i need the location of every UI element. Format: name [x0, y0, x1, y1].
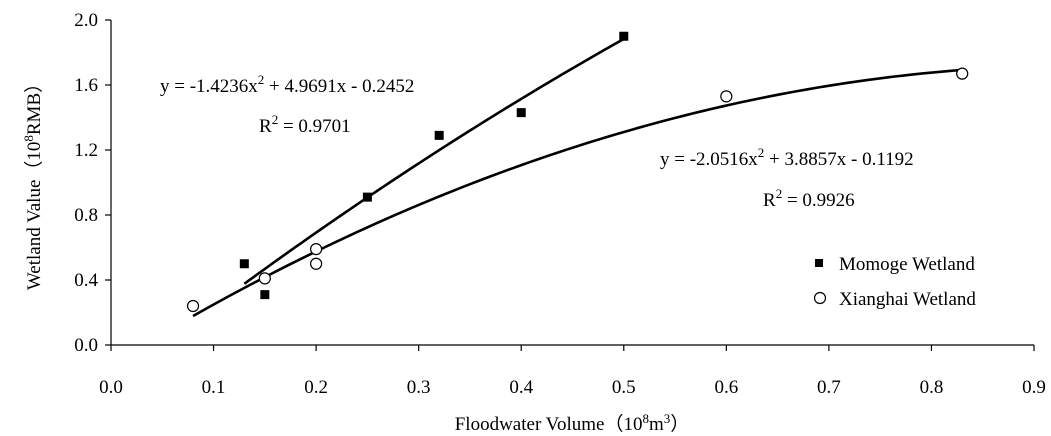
- legend-marker-xianghai: [813, 291, 827, 305]
- x-tick-label: 0.2: [304, 377, 328, 398]
- xianghai-point: [258, 272, 271, 285]
- momoge-trendline: [243, 37, 625, 285]
- y-tick-label: 0.4: [74, 270, 98, 291]
- data-points: [186, 31, 969, 313]
- x-tick-label: 0.4: [509, 377, 533, 398]
- x-tick-label: 0.0: [99, 377, 123, 398]
- y-tick-label: 0.8: [74, 205, 98, 226]
- momoge-point: [362, 192, 372, 202]
- x-tick-label: 0.7: [817, 377, 841, 398]
- xianghai-r2: R2 = 0.9926: [763, 186, 855, 211]
- legend: Momoge Wetland Xianghai Wetland: [813, 254, 976, 310]
- xianghai-point: [310, 257, 323, 270]
- y-ticks: 0.0 0.4 0.8 1.2 1.6 2.0: [74, 10, 111, 356]
- legend-marker-momoge: [815, 259, 823, 267]
- xianghai-point: [310, 243, 323, 256]
- momoge-point: [516, 108, 526, 118]
- y-tick-label: 0.0: [74, 335, 98, 356]
- legend-label-xianghai: Xianghai Wetland: [839, 289, 976, 310]
- momoge-point: [260, 290, 270, 300]
- momoge-r2: R2 = 0.9701: [259, 112, 351, 137]
- x-tick-label: 0.3: [407, 377, 431, 398]
- xianghai-point: [186, 299, 200, 313]
- x-axis-title: Floodwater Volume（108m3）: [455, 411, 690, 435]
- momoge-point: [434, 130, 444, 140]
- xianghai-trend-equation: y = -2.0516x2 + 3.8857x - 0.1192: [660, 145, 914, 170]
- xianghai-point: [720, 90, 733, 103]
- y-tick-label: 1.2: [74, 140, 98, 161]
- momoge-point: [619, 31, 629, 41]
- y-tick-label: 1.6: [74, 75, 98, 96]
- x-tick-label: 0.8: [920, 377, 944, 398]
- y-tick-label: 2.0: [74, 10, 98, 31]
- legend-label-momoge: Momoge Wetland: [839, 254, 975, 275]
- x-tick-label: 0.1: [202, 377, 226, 398]
- x-tick-label: 0.5: [612, 377, 636, 398]
- xianghai-point: [956, 67, 969, 80]
- x-tick-label: 0.9: [1022, 377, 1046, 398]
- momoge-trend-equation: y = -1.4236x2 + 4.9691x - 0.2452: [160, 72, 414, 97]
- x-tick-label: 0.6: [714, 377, 738, 398]
- x-ticks: 0.0 0.1 0.2 0.3 0.4 0.5 0.6 0.7 0.8 0.9: [99, 345, 1046, 398]
- momoge-point: [239, 259, 249, 269]
- y-axis-title: Wetland Value（108RMB）: [21, 74, 45, 290]
